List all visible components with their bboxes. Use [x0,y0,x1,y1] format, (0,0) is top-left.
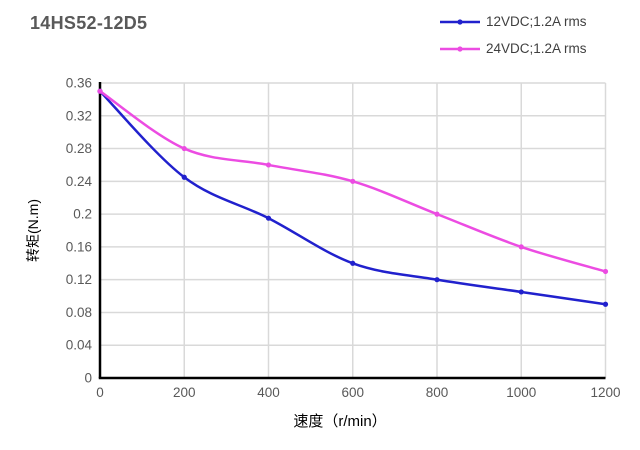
legend-label-24vdc: 24VDC;1.2A rms [486,41,587,56]
y-tick-labels: 0 0.04 0.08 0.12 0.16 0.2 0.24 0.28 0.32 0.36 [66,76,93,386]
series-1 [97,88,609,275]
svg-text:800: 800 [426,385,449,400]
data-point-marker [181,174,187,180]
legend-line-12vdc-icon [440,18,480,25]
x-axis-title: 速度（r/min） [293,413,386,430]
svg-text:0.32: 0.32 [66,108,92,123]
data-point-marker [350,178,356,184]
svg-text:0.36: 0.36 [66,76,92,91]
svg-text:0.16: 0.16 [66,239,92,254]
data-point-marker [265,215,272,221]
legend-item-12vdc: 12VDC;1.2A rms [440,8,587,35]
data-point-marker [518,289,524,295]
svg-text:600: 600 [341,385,364,400]
y-axis-title: 转矩(N.m) [25,199,41,262]
legend: 12VDC;1.2A rms 24VDC;1.2A rms [440,8,587,62]
svg-text:400: 400 [257,385,280,400]
data-point-marker [434,277,440,283]
svg-text:0.24: 0.24 [66,174,93,189]
data-point-marker [602,301,609,307]
data-point-marker [602,268,609,275]
data-point-marker [518,244,524,250]
data-point-marker [97,88,103,94]
svg-text:0.2: 0.2 [73,207,92,222]
svg-text:1200: 1200 [590,385,620,400]
data-point-marker [265,162,272,168]
svg-text:1000: 1000 [506,385,536,400]
gridlines [100,82,607,378]
chart-title: 14HS52-12D5 [30,13,148,33]
svg-text:0.08: 0.08 [66,305,92,320]
data-point-marker [350,260,356,266]
svg-text:0.12: 0.12 [66,272,92,287]
axes [98,82,606,380]
svg-text:0.04: 0.04 [66,338,93,353]
data-point-marker [181,145,187,152]
legend-item-24vdc: 24VDC;1.2A rms [440,35,587,62]
svg-text:0.28: 0.28 [66,141,92,156]
legend-line-24vdc-icon [440,45,480,52]
legend-label-12vdc: 12VDC;1.2A rms [486,14,587,29]
svg-text:200: 200 [173,385,196,400]
x-tick-labels: 0 200 400 600 800 1000 1200 [96,385,620,400]
svg-text:0: 0 [84,371,92,386]
data-point-marker [434,211,440,217]
svg-text:0: 0 [96,385,104,400]
